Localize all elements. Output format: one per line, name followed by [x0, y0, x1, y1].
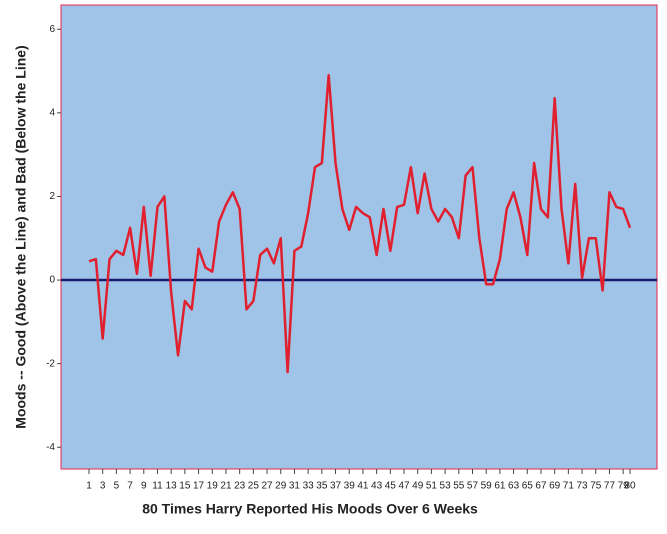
x-tick-label: 61	[494, 481, 506, 492]
x-tick-label: 21	[220, 481, 232, 492]
x-tick-label: 69	[549, 481, 561, 492]
x-tick-label: 43	[371, 481, 383, 492]
x-tick-label: 31	[289, 481, 301, 492]
y-tick-label: -4	[46, 442, 55, 453]
x-tick-label: 65	[522, 481, 534, 492]
x-tick-label: 23	[234, 481, 246, 492]
x-tick-label: 39	[344, 481, 356, 492]
x-tick-label: 15	[179, 481, 191, 492]
y-tick-label: 4	[49, 107, 55, 118]
x-tick-label: 49	[412, 481, 424, 492]
y-tick-label: 0	[49, 275, 55, 286]
x-tick-label: 73	[577, 481, 589, 492]
plot-area	[60, 4, 658, 470]
x-tick-label: 1	[86, 481, 92, 492]
x-tick-label: 7	[127, 481, 133, 492]
x-tick-label: 71	[563, 481, 575, 492]
x-tick-label: 29	[275, 481, 287, 492]
x-tick-label: 25	[248, 481, 260, 492]
y-tick-label: -2	[46, 358, 55, 369]
x-tick-label: 55	[453, 481, 465, 492]
line-series	[88, 73, 632, 374]
y-tick-label: 2	[49, 191, 55, 202]
x-tick-label: 37	[330, 481, 342, 492]
y-axis-title: Moods -- Good (Above the Line) and Bad (…	[13, 45, 29, 428]
x-tick-label: 47	[398, 481, 410, 492]
x-tick-label: 80	[624, 481, 636, 492]
x-tick-label: 45	[385, 481, 397, 492]
x-tick-label: 59	[481, 481, 493, 492]
x-tick-label: 11	[152, 481, 163, 492]
x-tick-label: 5	[114, 481, 120, 492]
x-tick-label: 9	[141, 481, 147, 492]
x-tick-label: 35	[316, 481, 328, 492]
x-tick-label: 19	[207, 481, 219, 492]
x-tick-label: 51	[426, 481, 438, 492]
x-tick-label: 17	[193, 481, 205, 492]
x-tick-label: 75	[590, 481, 602, 492]
x-tick-label: 63	[508, 481, 520, 492]
x-tick-label: 3	[100, 481, 106, 492]
x-tick-label: 53	[440, 481, 452, 492]
x-tick-label: 33	[303, 481, 315, 492]
x-tick-label: 77	[604, 481, 616, 492]
x-tick-label: 79	[618, 481, 630, 492]
x-tick-label: 57	[467, 481, 479, 492]
y-tick-label: 6	[49, 24, 55, 35]
x-tick-label: 13	[166, 481, 178, 492]
x-tick-label: 41	[357, 481, 369, 492]
x-axis-title: 80 Times Harry Reported His Moods Over 6…	[142, 501, 478, 517]
x-tick-label: 27	[261, 481, 273, 492]
x-tick-label: 67	[535, 481, 547, 492]
